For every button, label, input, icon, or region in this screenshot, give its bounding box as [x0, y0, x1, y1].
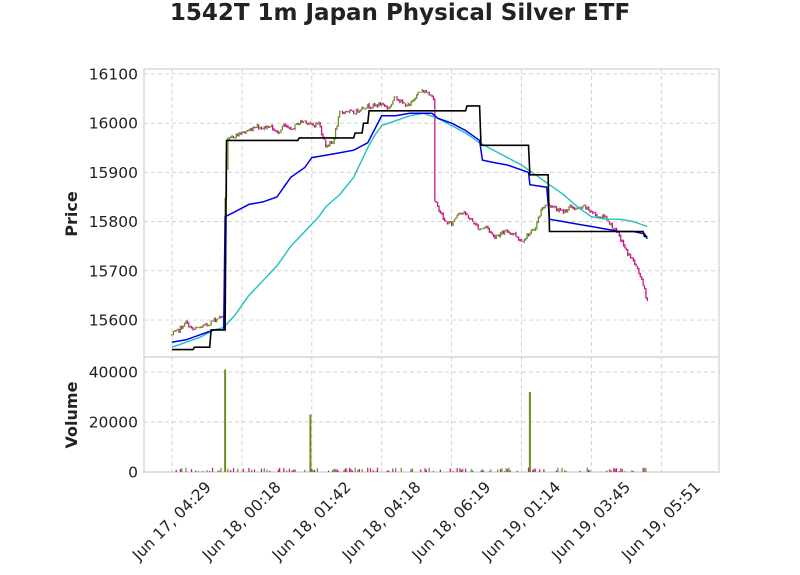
volume-panel: 0 20000 40000 Volume [62, 356, 720, 482]
price-y-ticks: 15600 15700 15800 15900 16000 16100 [89, 65, 138, 329]
price-panel-frame [143, 68, 720, 358]
price-candles [171, 88, 648, 336]
volume-panel-frame [143, 356, 720, 473]
volume-tick-label: 20000 [89, 414, 138, 432]
volume-tick-label: 0 [128, 464, 138, 482]
price-tick-label: 15900 [89, 164, 138, 182]
price-y-axis-label: Price [62, 191, 81, 237]
price-tick-label: 16100 [89, 65, 138, 83]
price-tick-label: 16000 [89, 115, 138, 133]
volume-y-axis-label: Volume [62, 381, 81, 448]
ma-blue-line [171, 112, 648, 343]
price-tick-label: 15700 [89, 262, 138, 280]
volume-y-ticks: 0 20000 40000 [89, 364, 138, 482]
price-panel: 15600 15700 15800 15900 16000 16100 Price [62, 65, 720, 358]
volume-tick-label: 40000 [89, 364, 138, 382]
volume-bars [175, 369, 647, 472]
price-grid [144, 69, 719, 357]
ma-black-line [172, 105, 648, 351]
price-tick-label: 15600 [89, 312, 138, 330]
ma-cyan-line [171, 112, 648, 348]
volume-grid [144, 357, 719, 473]
price-tick-label: 15800 [89, 213, 138, 231]
chart-title: 1542T 1m Japan Physical Silver ETF [170, 0, 630, 26]
